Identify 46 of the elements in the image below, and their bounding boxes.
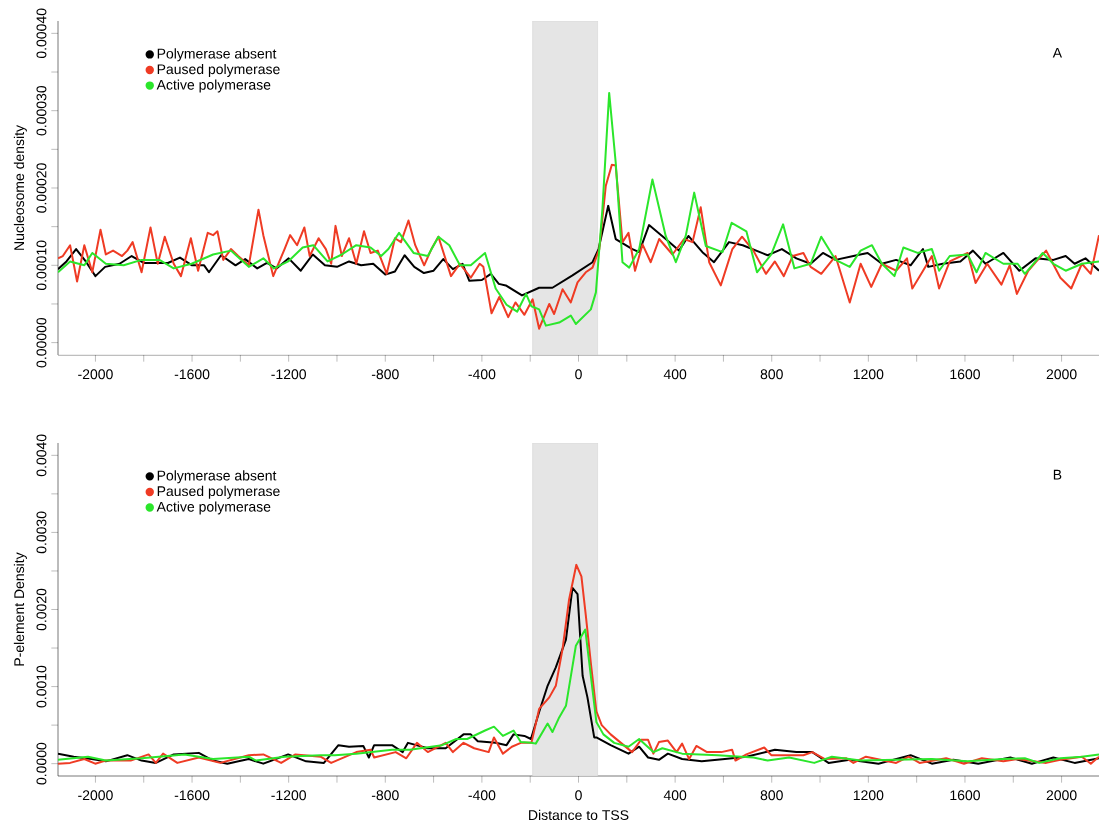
line-series [58, 163, 1099, 330]
x-tick-label: 1200 [853, 369, 884, 380]
x-tick-label: 400 [663, 369, 687, 380]
y-tick-label: 0.0000 [36, 742, 47, 785]
x-tick-label: -400 [468, 369, 496, 380]
legend-label: Paused polymerase [157, 485, 280, 499]
x-tick-label: 2000 [1046, 790, 1077, 801]
line-series [58, 91, 1099, 327]
legend-label: Polymerase absent [157, 48, 277, 62]
legend-label: Active polymerase [156, 79, 271, 93]
y-axis-title: Nucleosome density [13, 125, 27, 250]
y-tick-label: 0.00030 [36, 85, 47, 136]
x-tick-label: -800 [371, 790, 399, 801]
x-tick-label: 800 [760, 369, 783, 380]
y-tick-label: 0.0040 [36, 434, 47, 477]
y-tick-label: 0.00000 [36, 317, 47, 368]
x-tick-label: -800 [371, 369, 399, 380]
line-series [58, 628, 1099, 764]
x-tick-label: 400 [663, 790, 687, 801]
y-tick-label: 0.0030 [36, 511, 47, 554]
x-tick-label: -400 [468, 790, 496, 801]
x-tick-label: -2000 [78, 790, 113, 801]
legend-label: Active polymerase [156, 501, 271, 515]
x-tick-label: -1200 [271, 790, 307, 801]
x-tick-label: 1600 [950, 369, 980, 380]
x-tick-label: 0 [575, 369, 582, 380]
x-tick-label: 800 [760, 790, 783, 801]
y-axis-title: P-element Density [13, 552, 27, 666]
y-tick-label: 0.00040 [36, 8, 47, 59]
x-tick-label: 2000 [1046, 369, 1077, 380]
y-tick-label: 0.0010 [36, 665, 47, 708]
x-tick-label: 1200 [853, 790, 884, 801]
y-tick-label: 0.00010 [36, 240, 47, 291]
annotation: A [1052, 47, 1063, 58]
legend-label: Paused polymerase [157, 63, 280, 77]
x-tick-label: 0 [575, 790, 582, 801]
y-tick-label: 0.0020 [36, 588, 47, 631]
x-tick-label: -1200 [271, 369, 307, 380]
y-tick-label: 0.00020 [36, 163, 47, 213]
legend-label: Polymerase absent [157, 470, 277, 484]
annotation: B [1053, 469, 1062, 480]
x-tick-label: 1600 [950, 790, 980, 801]
x-axis-title: Distance to TSS [529, 809, 629, 821]
x-tick-label: -1600 [174, 790, 210, 801]
x-tick-label: -2000 [78, 369, 113, 380]
x-tick-label: -1600 [174, 369, 210, 380]
